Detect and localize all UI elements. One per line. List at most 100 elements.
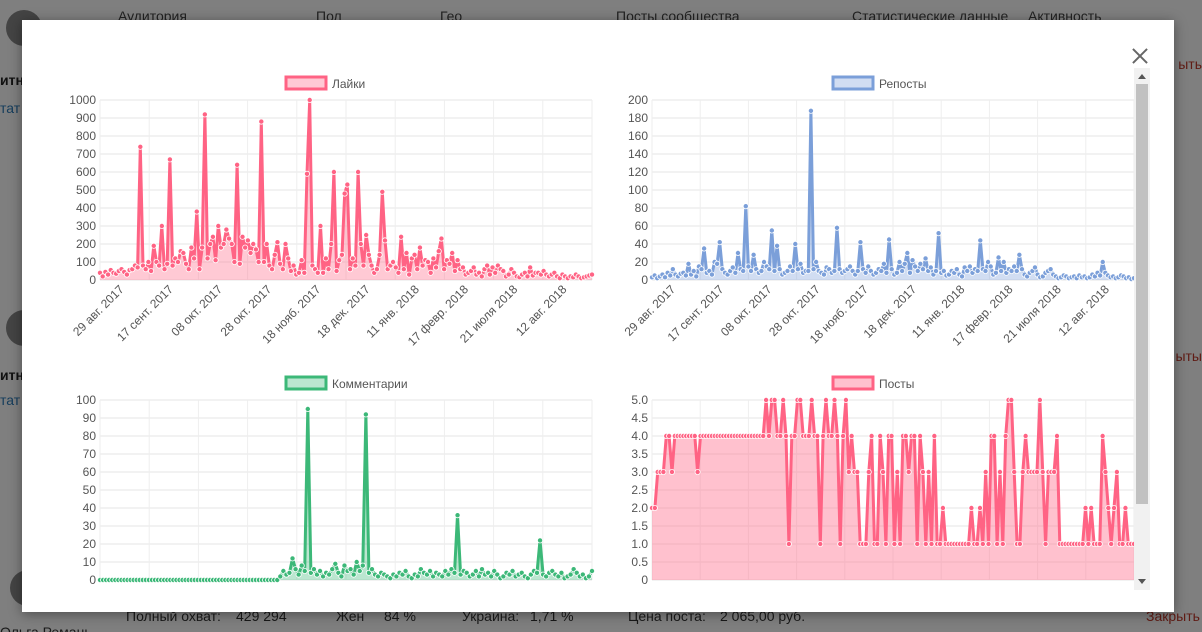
data-point xyxy=(1131,541,1134,547)
data-point xyxy=(255,258,262,265)
data-point xyxy=(406,271,413,278)
data-point xyxy=(896,258,903,265)
data-point xyxy=(204,255,211,262)
y-tick-label: 300 xyxy=(76,219,96,233)
legend-label: Лайки xyxy=(332,77,365,91)
data-point xyxy=(732,269,739,276)
data-point xyxy=(1113,468,1120,475)
data-point xyxy=(939,504,946,511)
data-point xyxy=(842,396,849,403)
y-tick-label: 1.5 xyxy=(631,519,648,533)
data-point xyxy=(317,567,324,574)
data-point xyxy=(729,264,736,271)
data-point xyxy=(848,432,855,439)
data-point xyxy=(899,267,906,274)
data-point xyxy=(234,161,241,168)
data-point xyxy=(201,111,208,118)
close-icon[interactable] xyxy=(1128,44,1152,68)
data-point xyxy=(304,170,311,177)
data-point xyxy=(402,567,409,574)
data-point xyxy=(368,566,375,573)
y-tick-label: 3.5 xyxy=(631,447,648,461)
data-point xyxy=(776,266,783,273)
scrollbar[interactable] xyxy=(1134,68,1150,590)
data-point xyxy=(236,260,243,267)
data-point xyxy=(285,255,292,262)
data-point xyxy=(996,468,1003,475)
data-point xyxy=(716,239,723,246)
data-point xyxy=(537,537,544,544)
data-point xyxy=(228,240,235,247)
data-point xyxy=(987,263,994,270)
data-point xyxy=(714,260,721,267)
data-point xyxy=(589,271,596,278)
data-point xyxy=(158,222,165,229)
data-point xyxy=(336,257,343,264)
data-point xyxy=(992,269,999,276)
data-point xyxy=(1022,432,1029,439)
data-point xyxy=(891,540,898,547)
scroll-up-icon[interactable] xyxy=(1138,74,1146,79)
data-point xyxy=(527,264,534,271)
data-point xyxy=(914,267,921,274)
data-point xyxy=(847,263,854,270)
data-point xyxy=(244,237,251,244)
data-point xyxy=(1011,468,1018,475)
data-point xyxy=(381,237,388,244)
legend-swatch xyxy=(284,75,328,91)
data-point xyxy=(845,468,852,475)
data-point xyxy=(533,569,540,576)
y-tick-label: 200 xyxy=(76,237,96,251)
x-tick-label: 12 авг. 2018 xyxy=(1055,282,1112,339)
data-point xyxy=(810,266,817,273)
legend-swatch xyxy=(831,375,875,391)
data-point xyxy=(209,233,216,240)
y-tick-label: 3.0 xyxy=(631,465,648,479)
data-point xyxy=(1099,258,1106,265)
data-point xyxy=(791,432,798,439)
data-point xyxy=(865,468,872,475)
data-point xyxy=(965,540,972,547)
y-tick-label: 20 xyxy=(635,255,649,269)
y-tick-label: 900 xyxy=(76,111,96,125)
data-point xyxy=(685,260,692,267)
data-point xyxy=(362,411,369,418)
data-point xyxy=(763,396,770,403)
y-tick-label: 2.0 xyxy=(631,501,648,515)
data-point xyxy=(142,266,149,273)
data-point xyxy=(897,540,904,547)
data-point xyxy=(475,573,482,580)
data-point xyxy=(771,267,778,274)
data-point xyxy=(817,540,824,547)
data-point xyxy=(301,567,308,574)
y-tick-label: 0.5 xyxy=(631,555,648,569)
data-point xyxy=(1039,468,1046,475)
data-point xyxy=(328,240,335,247)
data-point xyxy=(883,269,890,276)
data-point xyxy=(207,240,214,247)
scroll-thumb[interactable] xyxy=(1136,84,1148,504)
data-point xyxy=(414,573,421,580)
data-point xyxy=(935,230,942,237)
data-point xyxy=(840,432,847,439)
data-point xyxy=(888,266,895,273)
x-tick-label: 08 окт. 2017 xyxy=(168,282,225,339)
data-point xyxy=(451,569,458,576)
data-point xyxy=(150,242,157,249)
data-point xyxy=(748,267,755,274)
y-tick-label: 60 xyxy=(83,465,97,479)
data-point xyxy=(226,235,233,242)
y-tick-label: 50 xyxy=(83,483,97,497)
scroll-down-icon[interactable] xyxy=(1138,579,1146,584)
data-point xyxy=(352,262,359,269)
data-point xyxy=(277,573,284,580)
data-point xyxy=(808,396,815,403)
y-tick-label: 80 xyxy=(635,201,649,215)
data-point xyxy=(414,266,421,273)
data-point xyxy=(768,227,775,234)
data-point xyxy=(886,236,893,243)
data-point xyxy=(478,273,485,280)
data-point xyxy=(805,267,812,274)
data-point xyxy=(877,432,884,439)
data-point xyxy=(196,266,203,273)
